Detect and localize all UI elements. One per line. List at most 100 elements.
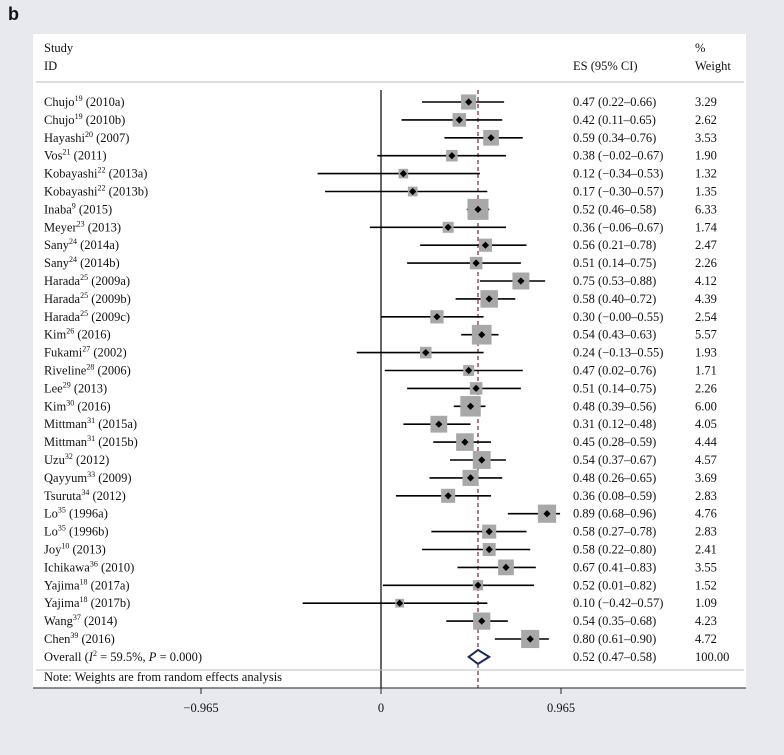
study-ref: 18 <box>80 595 88 604</box>
study-row: Qayyum33 (2009) 0.48 (0.26–0.65) 3.69 <box>44 469 717 486</box>
point-estimate <box>472 259 480 267</box>
footnote: Note: Weights are from random effects an… <box>44 670 282 684</box>
point-estimate <box>466 474 475 482</box>
study-ref: 24 <box>69 237 77 246</box>
study-year: (2017a) <box>88 578 130 592</box>
study-row: Lee29 (2013) 0.51 (0.14–0.75) 2.26 <box>44 380 717 395</box>
panel-label: b <box>8 4 19 24</box>
study-year: (2009) <box>95 471 131 485</box>
study-year: (1996a) <box>66 507 108 521</box>
study-ref: 25 <box>80 309 88 318</box>
study-ref: 34 <box>81 488 89 497</box>
study-ref: 18 <box>80 577 88 586</box>
study-label: Qayyum33 (2009) <box>44 470 132 485</box>
es-ci-value: 0.31 (0.12–0.48) <box>573 417 656 431</box>
es-ci-value: 0.75 (0.53–0.88) <box>573 274 656 288</box>
overall-diamond <box>467 648 492 666</box>
point-estimate <box>444 223 452 231</box>
es-ci-value: 0.52 (0.46–0.58) <box>573 202 656 216</box>
es-ci-value: 0.42 (0.11–0.65) <box>573 113 656 127</box>
study-label: Lo35 (1996a) <box>44 506 108 521</box>
es-ci-value: 0.56 (0.21–0.78) <box>573 238 656 252</box>
study-year: (2012) <box>73 453 109 467</box>
study-name: Joy <box>44 543 62 557</box>
es-ci-value: 0.54 (0.43–0.63) <box>573 328 656 342</box>
study-year: (2016) <box>74 399 110 413</box>
header-es: ES (95% CI) <box>573 59 638 73</box>
study-year: (2007) <box>93 131 129 145</box>
es-ci-value: 0.45 (0.28–0.59) <box>573 435 656 449</box>
study-label: Chujo19 (2010a) <box>44 94 125 109</box>
es-ci-value: 0.48 (0.39–0.56) <box>573 399 656 413</box>
es-ci-value: 0.58 (0.27–0.78) <box>573 525 656 539</box>
study-label: Uzu32 (2012) <box>44 452 109 467</box>
study-year: (1996b) <box>66 525 109 539</box>
study-ref: 33 <box>87 470 95 479</box>
es-ci-value: 0.67 (0.41–0.83) <box>573 560 656 574</box>
study-ref: 35 <box>58 506 66 515</box>
study-year: (2015a) <box>95 417 137 431</box>
study-ref: 26 <box>66 327 74 336</box>
point-estimate <box>517 277 525 285</box>
study-name: Uzu <box>44 453 66 467</box>
study-ref: 23 <box>77 219 85 228</box>
weight-value: 6.33 <box>695 202 717 216</box>
study-name: Chujo <box>44 95 75 109</box>
study-row: Tsuruta34 (2012) 0.36 (0.08–0.59) 2.83 <box>44 488 717 503</box>
study-name: Tsuruta <box>44 489 82 503</box>
point-estimate <box>448 152 456 160</box>
weight-value: 4.05 <box>695 417 717 431</box>
point-estimate <box>474 205 482 213</box>
weight-value: 2.47 <box>695 238 717 252</box>
study-label: Riveline28 (2006) <box>44 363 131 378</box>
weight-value: 3.55 <box>695 560 717 574</box>
study-row: Sany24 (2014b) 0.51 (0.14–0.75) 2.26 <box>44 255 717 270</box>
overall-row: Overall (I2 = 59.5%, P = 0.000) 0.52 (0.4… <box>44 648 729 666</box>
weight-value: 4.23 <box>695 614 717 628</box>
es-ci-value: 0.12 (−0.34–0.53) <box>573 167 663 181</box>
study-row: Chujo19 (2010b) 0.42 (0.11–0.65) 2.62 <box>44 112 717 127</box>
point-estimate <box>472 384 480 392</box>
study-ref: 31 <box>87 434 95 443</box>
study-year: (2011) <box>71 149 107 163</box>
es-ci-value: 0.48 (0.26–0.65) <box>573 471 656 485</box>
es-ci-value: 0.51 (0.14–0.75) <box>573 381 656 395</box>
study-row: Riveline28 (2006) 0.47 (0.02–0.76) 1.71 <box>44 363 717 378</box>
study-label: Fukami27 (2002) <box>44 345 127 360</box>
study-name: Mittman <box>44 417 88 431</box>
point-estimate <box>461 438 469 446</box>
study-ref: 25 <box>80 291 88 300</box>
study-year: (2016) <box>74 328 110 342</box>
study-row: Harada25 (2009b) 0.58 (0.40–0.72) 4.39 <box>44 290 717 308</box>
study-ref: 32 <box>65 452 73 461</box>
study-row: Lo35 (1996b) 0.58 (0.27–0.78) 2.83 <box>44 524 717 539</box>
es-ci-value: 0.30 (−0.00–0.55) <box>573 310 663 324</box>
study-ref: 19 <box>75 94 83 103</box>
study-name: Inaba <box>44 202 72 216</box>
study-year: (2012) <box>89 489 125 503</box>
study-label: Harada25 (2009a) <box>44 273 130 288</box>
study-ref: 21 <box>63 148 71 157</box>
x-tick-label: −0.965 <box>183 701 218 715</box>
study-row: Chujo19 (2010a) 0.47 (0.22–0.66) 3.29 <box>44 94 717 110</box>
study-name: Sany <box>44 256 70 270</box>
study-year: (2015) <box>76 202 112 216</box>
study-row: Chen39 (2016) 0.80 (0.61–0.90) 4.72 <box>44 629 717 649</box>
study-year: (2013) <box>71 381 107 395</box>
weight-value: 4.72 <box>695 632 717 646</box>
study-year: (2010b) <box>83 113 126 127</box>
overall-prefix: Overall ( <box>44 650 89 664</box>
study-ref: 37 <box>73 613 81 622</box>
es-ci-value: 0.38 (−0.02–0.67) <box>573 149 663 163</box>
es-ci-value: 0.52 (0.01–0.82) <box>573 578 656 592</box>
weight-value: 1.32 <box>695 167 717 181</box>
study-year: (2013) <box>85 220 121 234</box>
study-year: (2010a) <box>83 95 125 109</box>
study-year: (2013b) <box>105 185 148 199</box>
study-ref: 20 <box>85 130 93 139</box>
point-estimate <box>478 617 486 625</box>
study-ref: 30 <box>66 398 74 407</box>
header-study: Study <box>44 41 74 55</box>
study-row: Sany24 (2014a) 0.56 (0.21–0.78) 2.47 <box>44 237 717 252</box>
weight-value: 1.74 <box>695 220 718 234</box>
